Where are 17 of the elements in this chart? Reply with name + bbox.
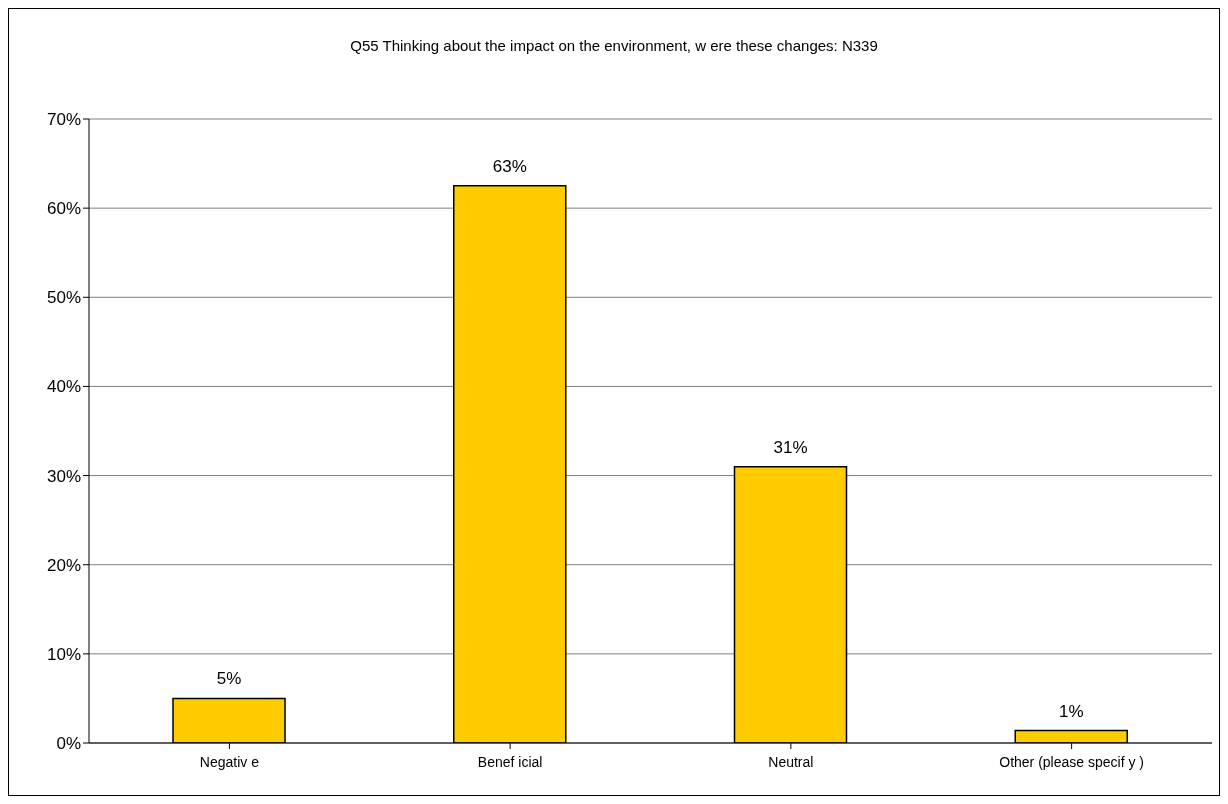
data-label: 1% bbox=[1058, 701, 1084, 721]
y-tick-label: 70% bbox=[46, 110, 81, 130]
y-tick-label: 50% bbox=[46, 288, 81, 308]
y-tick-label: 20% bbox=[46, 555, 81, 575]
data-label: 31% bbox=[773, 437, 808, 457]
y-tick-label: 30% bbox=[46, 466, 81, 486]
y-tick-label: 40% bbox=[46, 377, 81, 397]
y-tick-label: 60% bbox=[46, 199, 81, 219]
data-label: 63% bbox=[492, 156, 527, 176]
data-label: 5% bbox=[216, 669, 242, 689]
y-tick-label: 10% bbox=[46, 644, 81, 664]
y-tick-label: 0% bbox=[56, 734, 81, 754]
x-tick-label: Negativ e bbox=[199, 753, 260, 770]
x-tick-label: Neutral bbox=[768, 753, 814, 770]
x-tick-label: Benef icial bbox=[477, 753, 543, 770]
chart-title: Q55 Thinking about the impact on the environment, w ere these changes: N339 bbox=[349, 37, 879, 54]
x-tick-label: Other (please specif y ) bbox=[999, 753, 1144, 770]
